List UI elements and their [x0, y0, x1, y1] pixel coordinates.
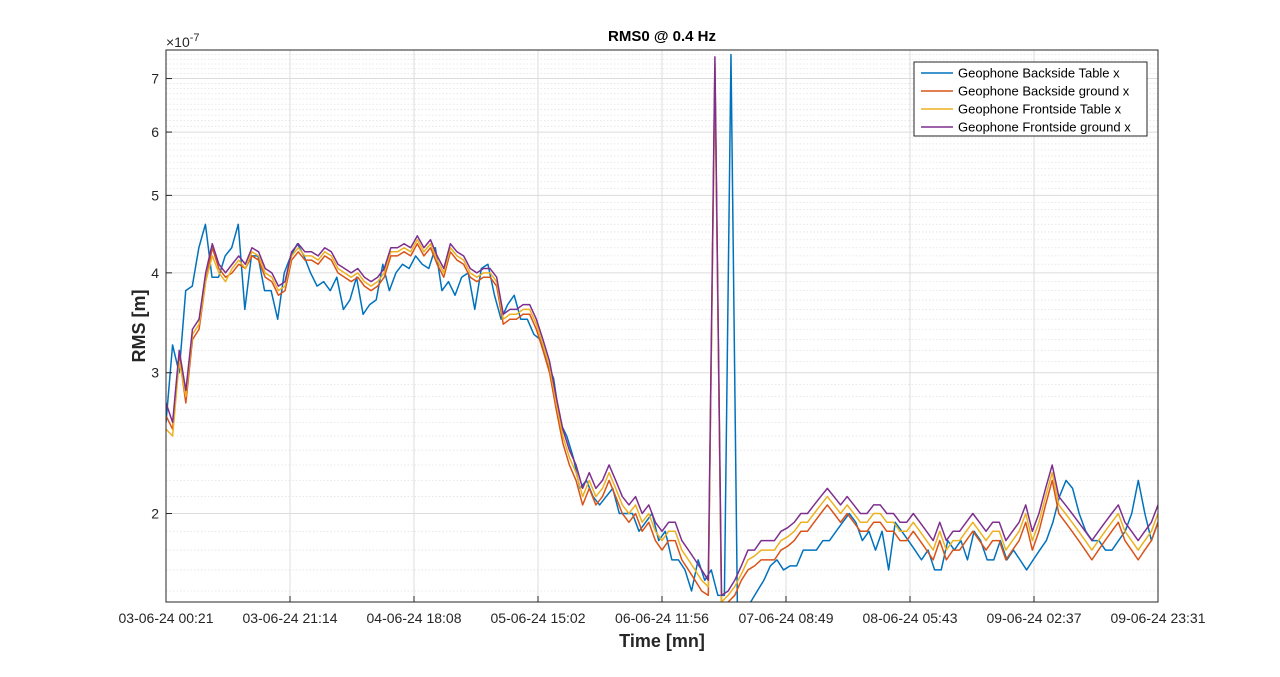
y-tick-label: 5: [151, 187, 159, 203]
svg-text:×10-7: ×10-7: [166, 32, 200, 50]
x-tick-label: 07-06-24 08:49: [739, 610, 834, 626]
x-tick-label: 05-06-24 15:02: [491, 610, 586, 626]
x-tick-label: 04-06-24 18:08: [367, 610, 462, 626]
y-tick-label: 6: [151, 124, 159, 140]
y-axis-title: RMS [m]: [129, 290, 149, 363]
y-exponent-base: ×10: [166, 34, 190, 50]
x-axis-title: Time [mn]: [619, 631, 705, 651]
x-tick-label: 03-06-24 00:21: [119, 610, 214, 626]
legend-label: Geophone Frontside ground x: [958, 120, 1131, 135]
legend: Geophone Backside Table x Geophone Backsi…: [913, 61, 1148, 137]
series-line-2: [166, 68, 1158, 602]
series-line-4: [166, 56, 1158, 597]
chart-title: RMS0 @ 0.4 Hz: [608, 28, 716, 45]
x-tick-label: 09-06-24 02:37: [987, 610, 1082, 626]
series-lines: [166, 53, 1158, 602]
y-tick-label: 7: [151, 71, 159, 87]
series-line-3: [166, 63, 1158, 602]
x-tick-label: 08-06-24 05:43: [863, 610, 958, 626]
y-tick-label: 3: [151, 365, 159, 381]
x-tick-label: 06-06-24 11:56: [615, 610, 709, 626]
series-line-1: [166, 53, 1158, 602]
legend-label: Geophone Frontside Table x: [958, 102, 1122, 117]
axis-ticks: 2 3 4 5 6 7 03-06-24 00:21 03-06-24 21:14 04-06-…: [119, 71, 1206, 626]
legend-box: [913, 61, 1148, 137]
y-exponent-value: -7: [190, 32, 200, 44]
y-exponent-label: ×10-7: [166, 32, 200, 50]
x-tick-label: 03-06-24 21:14: [243, 610, 338, 626]
y-tick-label: 2: [151, 506, 159, 522]
legend-label: Geophone Backside ground x: [958, 84, 1130, 99]
legend-label: Geophone Backside Table x: [958, 66, 1120, 81]
y-tick-label: 4: [151, 265, 159, 281]
x-tick-label: 09-06-24 23:31: [1111, 610, 1206, 626]
